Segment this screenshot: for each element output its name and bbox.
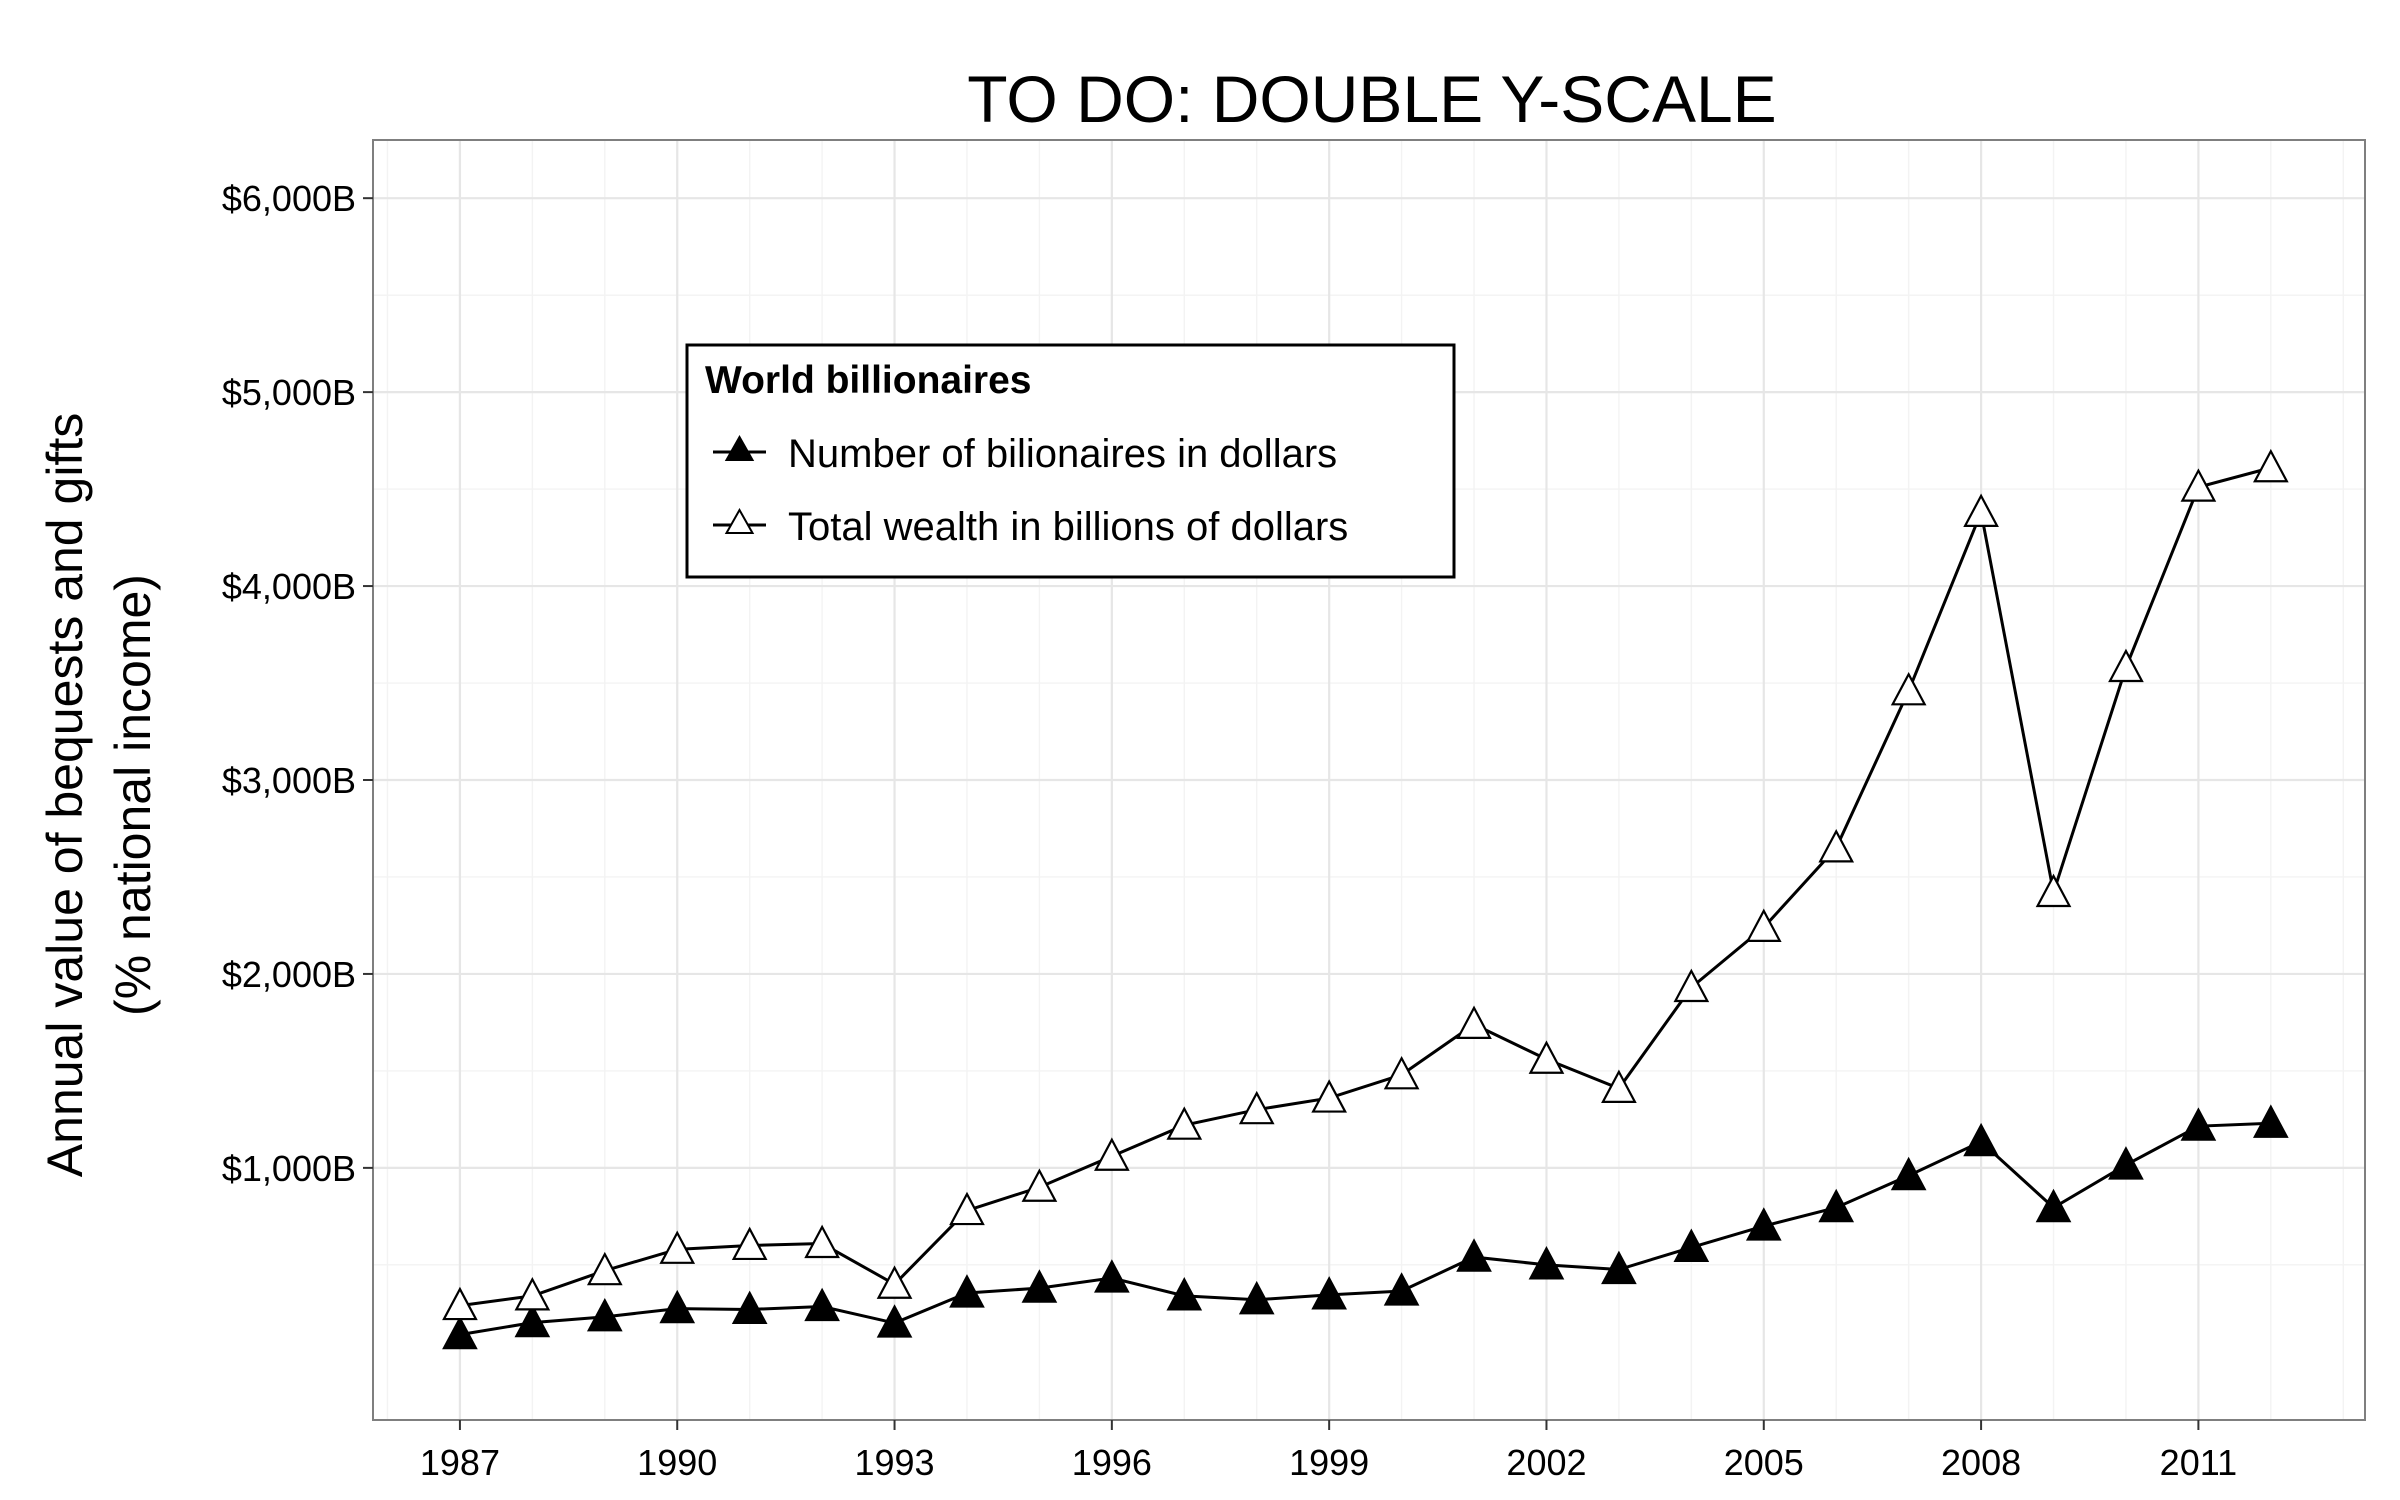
data-point-filled-triangle bbox=[1673, 1228, 1710, 1262]
data-point-filled-triangle bbox=[1094, 1259, 1130, 1293]
y-axis-label-line-1: Annual value of bequests and gifts bbox=[37, 413, 93, 1177]
x-tick-label: 1996 bbox=[1072, 1442, 1152, 1483]
data-point-open-triangle bbox=[1456, 1005, 1492, 1039]
x-tick-label: 2008 bbox=[1941, 1442, 2021, 1483]
data-point-filled-triangle bbox=[2180, 1107, 2217, 1141]
x-tick-label: 2011 bbox=[2160, 1442, 2237, 1483]
data-point-open-triangle bbox=[1963, 493, 1999, 527]
y-tick-label: $3,000B bbox=[222, 760, 356, 801]
data-point-filled-triangle bbox=[2108, 1146, 2144, 1180]
y-tick-label: $4,000B bbox=[222, 566, 356, 607]
data-point-open-triangle bbox=[1601, 1069, 1637, 1103]
data-point-filled-triangle bbox=[804, 1287, 840, 1322]
data-point-filled-triangle bbox=[949, 1274, 985, 1308]
data-point-filled-triangle bbox=[1745, 1207, 1782, 1241]
y-tick-label: $6,000B bbox=[222, 178, 356, 219]
series-line-2 bbox=[459, 466, 2272, 1308]
data-point-open-triangle bbox=[1238, 1090, 1275, 1125]
y-tick-label: $1,000B bbox=[222, 1148, 356, 1189]
data-point-filled-triangle bbox=[1238, 1280, 1275, 1315]
x-tick-label: 1993 bbox=[854, 1442, 934, 1483]
data-point-open-triangle bbox=[731, 1226, 768, 1261]
data-point-open-triangle bbox=[1311, 1079, 1347, 1113]
x-tick-label: 1990 bbox=[637, 1442, 717, 1483]
legend-box bbox=[685, 343, 1456, 579]
data-point-filled-triangle bbox=[1166, 1277, 1203, 1311]
data-point-open-triangle bbox=[1021, 1168, 1058, 1202]
data-point-filled-triangle bbox=[1383, 1272, 1420, 1306]
data-point-filled-triangle bbox=[1528, 1246, 1565, 1280]
data-point-filled-triangle bbox=[1021, 1269, 1058, 1303]
x-tick-label: 2005 bbox=[1724, 1442, 1804, 1483]
data-point-open-triangle bbox=[876, 1265, 913, 1299]
legend: World billionaires Number of bilionaires… bbox=[685, 343, 1456, 579]
legend-label-total-wealth: Total wealth in billions of dollars bbox=[788, 505, 1348, 549]
legend-label-number-of-billionaires: Number of bilionaires in dollars bbox=[788, 432, 1337, 476]
data-point-open-triangle bbox=[2108, 648, 2144, 683]
data-point-open-triangle bbox=[804, 1224, 840, 1259]
x-tick-label: 1987 bbox=[420, 1442, 500, 1483]
data-point-open-triangle bbox=[1383, 1055, 1420, 1090]
x-tick-label: 2002 bbox=[1506, 1442, 1586, 1483]
data-point-open-triangle bbox=[1094, 1137, 1130, 1171]
data-point-filled-triangle bbox=[2035, 1188, 2072, 1223]
data-point-filled-triangle bbox=[1601, 1250, 1637, 1285]
data-point-filled-triangle bbox=[1963, 1122, 1999, 1157]
data-point-filled-triangle bbox=[1818, 1188, 1855, 1223]
data-point-open-triangle bbox=[514, 1277, 551, 1311]
data-point-filled-triangle bbox=[731, 1290, 768, 1325]
data-point-filled-triangle bbox=[1890, 1156, 1927, 1191]
data-point-filled-triangle bbox=[514, 1303, 551, 1338]
data-point-open-triangle bbox=[1166, 1106, 1203, 1140]
data-point-filled-triangle bbox=[876, 1304, 913, 1338]
data-point-open-triangle bbox=[2252, 448, 2289, 483]
data-point-filled-triangle bbox=[659, 1289, 696, 1324]
data-point-open-triangle bbox=[1890, 671, 1927, 706]
data-point-filled-triangle bbox=[1456, 1238, 1492, 1272]
chart-title: TO DO: DOUBLE Y-SCALE bbox=[967, 62, 1776, 136]
axes: 1987 1990 1993 1996 1999 2002 2005 2008 2011 $1,0… bbox=[222, 178, 2237, 1483]
data-point-open-triangle bbox=[1818, 829, 1855, 863]
data-point-open-triangle bbox=[442, 1286, 478, 1321]
data-point-open-triangle bbox=[659, 1230, 696, 1264]
y-tick-label: $2,000B bbox=[222, 954, 356, 995]
data-point-open-triangle bbox=[2180, 468, 2217, 502]
data-point-filled-triangle bbox=[1311, 1276, 1347, 1310]
data-point-open-triangle bbox=[1673, 968, 1710, 1003]
y-axis-label-line-2: (% national income) bbox=[105, 574, 161, 1016]
data-point-filled-triangle bbox=[2252, 1104, 2289, 1138]
legend-title: World billionaires bbox=[705, 359, 1032, 402]
data-point-filled-triangle bbox=[586, 1297, 623, 1332]
y-tick-label: $5,000B bbox=[222, 372, 356, 413]
data-point-open-triangle bbox=[949, 1191, 985, 1226]
data-point-open-triangle bbox=[1745, 908, 1782, 942]
data-point-open-triangle bbox=[586, 1251, 623, 1286]
legend-marker-open-triangle bbox=[724, 507, 755, 534]
data-point-filled-triangle bbox=[442, 1315, 478, 1350]
y-axis-label: Annual value of bequests and gifts (% na… bbox=[37, 413, 161, 1177]
series-layer bbox=[442, 448, 2289, 1350]
x-tick-label: 1999 bbox=[1289, 1442, 1369, 1483]
data-point-open-triangle bbox=[2035, 873, 2072, 908]
legend-marker-filled-triangle bbox=[724, 434, 755, 461]
data-point-open-triangle bbox=[1528, 1040, 1565, 1074]
